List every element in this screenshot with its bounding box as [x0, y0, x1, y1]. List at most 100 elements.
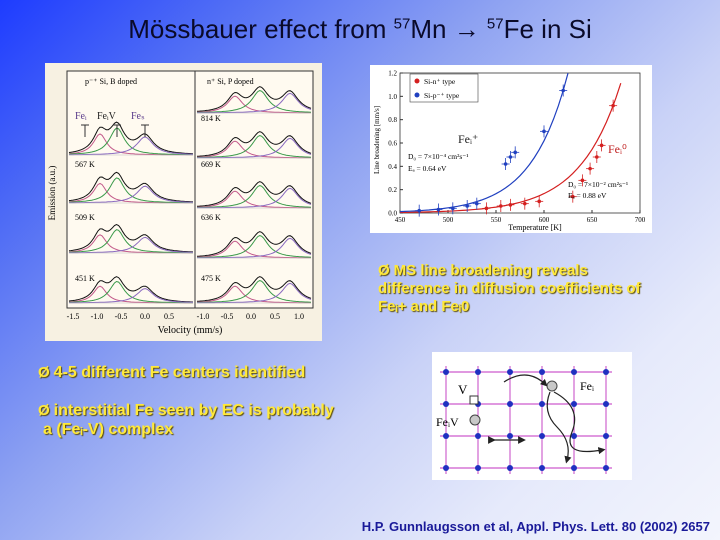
- spectrum-component: [197, 135, 312, 158]
- spectrum-component: [68, 280, 193, 304]
- spectrum-component: [197, 237, 312, 259]
- title-main: Mössbauer effect from: [128, 14, 394, 44]
- chart-xtick-label: 600: [539, 216, 550, 224]
- title-element-1: Mn: [410, 14, 454, 44]
- lattice-atom: [603, 401, 609, 407]
- chart-ytick-label: 0.4: [388, 163, 397, 171]
- site-label-feiv: FeᵢV: [97, 111, 117, 122]
- lattice-diagram: V Feᵢ FeᵢV: [432, 352, 632, 480]
- lattice-label-fei: Feᵢ: [580, 379, 594, 393]
- bullet-arrow-icon: Ø: [38, 364, 50, 381]
- data-point: [417, 208, 421, 213]
- lattice-atom: [475, 465, 481, 471]
- right-spectra-frame: [194, 70, 314, 309]
- spectrum-component: [196, 95, 311, 114]
- left-temp-1: 567 K: [75, 160, 95, 169]
- vacancy-square-icon: [469, 395, 479, 405]
- bullet-arrow-icon: Ø: [38, 402, 50, 419]
- spectrum-component: [197, 137, 312, 159]
- spectra-xtick-label: -0.5: [115, 312, 128, 321]
- spectrum-component: [197, 280, 312, 303]
- data-point: [484, 206, 489, 211]
- spectrum-curve: [68, 171, 194, 203]
- bullet-interstitial-line2: a (Feᵢ-V) complex: [43, 421, 174, 438]
- broadening-figure: 450 500 550 600 650 700 0.0 0.2 0.4 0.6 0.8 1.0 1.2 …: [370, 65, 652, 233]
- bullet-ms-broadening: Ø MS line broadening reveals difference i…: [378, 262, 648, 316]
- spectrum-curve: [196, 86, 312, 112]
- fei-atom-icon: [546, 380, 558, 392]
- lattice-label-v: V: [458, 382, 468, 397]
- left-panel-header: p⁻⁺ Si, B doped: [85, 77, 137, 86]
- fei-path-arrow-2: [553, 391, 606, 455]
- spectrum-component: [196, 190, 311, 209]
- bullet-centers: Ø 4-5 different Fe centers identified: [38, 363, 398, 382]
- data-point: [465, 204, 469, 208]
- chart-ytick-label: 0.2: [388, 186, 397, 194]
- annotation-fe-zero: Feᵢ⁰: [608, 142, 627, 156]
- site-label-fes: Feₛ: [131, 111, 145, 122]
- title-isotope-1: 57: [393, 15, 411, 33]
- spectrum-component: [68, 288, 194, 304]
- data-point: [475, 201, 479, 206]
- chart-axes: 450 500 550 600 650 700 0.0 0.2 0.4 0.6 0.8 1.0 1.2: [388, 70, 646, 225]
- lattice-atom: [507, 465, 513, 471]
- chart-xlabel: Temperature [K]: [508, 223, 562, 232]
- chart-xtick-label: 500: [443, 216, 454, 224]
- lattice-atom: [507, 401, 513, 407]
- lattice-atom: [603, 433, 609, 439]
- spectra-xtick-label: 1.0: [294, 312, 304, 321]
- annotation-ea-zero: Eₐ = 0.88 eV: [568, 191, 607, 200]
- spectra-xlabel: Velocity (mm/s): [158, 325, 223, 336]
- chart-ytick-label: 0.6: [388, 140, 397, 148]
- chart-ylabel: Line broadening [mm/s]: [373, 106, 381, 174]
- fit-curve: [399, 73, 569, 213]
- lattice-atom: [603, 465, 609, 471]
- data-point: [499, 204, 503, 208]
- bullet-centers-text: 4-5 different Fe centers identified: [53, 364, 306, 381]
- spectrum-component: [69, 185, 194, 204]
- chart-ytick-label: 1.0: [388, 93, 397, 101]
- lattice-svg: V Feᵢ FeᵢV: [436, 366, 612, 474]
- annotation-fe-plus: Feᵢ⁺: [458, 132, 478, 146]
- lattice-atom: [539, 465, 545, 471]
- data-point: [451, 206, 455, 211]
- chart-points: [415, 84, 618, 217]
- data-point: [508, 155, 513, 159]
- data-point: [571, 194, 575, 199]
- lattice-atom: [443, 433, 449, 439]
- spectrum-component: [197, 185, 312, 208]
- chart-xtick-label: 650: [587, 216, 598, 224]
- spectra-xtick-label: -1.0: [91, 312, 104, 321]
- lattice-atom: [539, 401, 545, 407]
- data-point: [537, 199, 541, 204]
- right-temp-4: 475 K: [201, 274, 221, 283]
- spectrum-curve: [68, 121, 194, 155]
- spectrum-component: [68, 229, 193, 254]
- chart-xtick-label: 450: [395, 216, 406, 224]
- lattice-atom: [571, 433, 577, 439]
- annotation-ea-plus: Eₐ = 0.64 eV: [408, 164, 447, 173]
- spectrum-component: [196, 285, 311, 304]
- lattice-atom: [443, 401, 449, 407]
- data-point: [436, 207, 441, 212]
- data-point: [595, 155, 599, 159]
- spectra-xtick-label: -1.0: [197, 312, 210, 321]
- data-point: [508, 203, 513, 207]
- spectra-xtick-label: -1.5: [67, 312, 80, 321]
- data-point: [599, 143, 604, 148]
- spectra-plot: p⁻⁺ Si, B doped n⁺ Si, P doped Feᵢ FeᵢV …: [47, 70, 314, 336]
- chart-xtick-label: 700: [635, 216, 646, 224]
- spectrum-curve: [196, 231, 312, 257]
- lattice-label-feiv: FeᵢV: [436, 415, 459, 429]
- fei-path-arrow-3: [503, 374, 548, 387]
- spectra-xtick-label: -0.5: [221, 312, 234, 321]
- lattice-atom: [571, 401, 577, 407]
- lattice-atom: [443, 369, 449, 375]
- bullet-arrow-icon: Ø: [378, 262, 390, 279]
- right-temp-2: 669 K: [201, 160, 221, 169]
- right-panel-header: n⁺ Si, P doped: [207, 77, 254, 86]
- left-spectra-frame: [66, 70, 196, 309]
- lattice-atom: [507, 433, 513, 439]
- spectra-xtick-label: 0.5: [164, 312, 174, 321]
- spectrum-component: [69, 177, 194, 204]
